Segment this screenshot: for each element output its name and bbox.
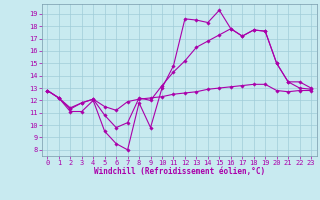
X-axis label: Windchill (Refroidissement éolien,°C): Windchill (Refroidissement éolien,°C) [94, 167, 265, 176]
